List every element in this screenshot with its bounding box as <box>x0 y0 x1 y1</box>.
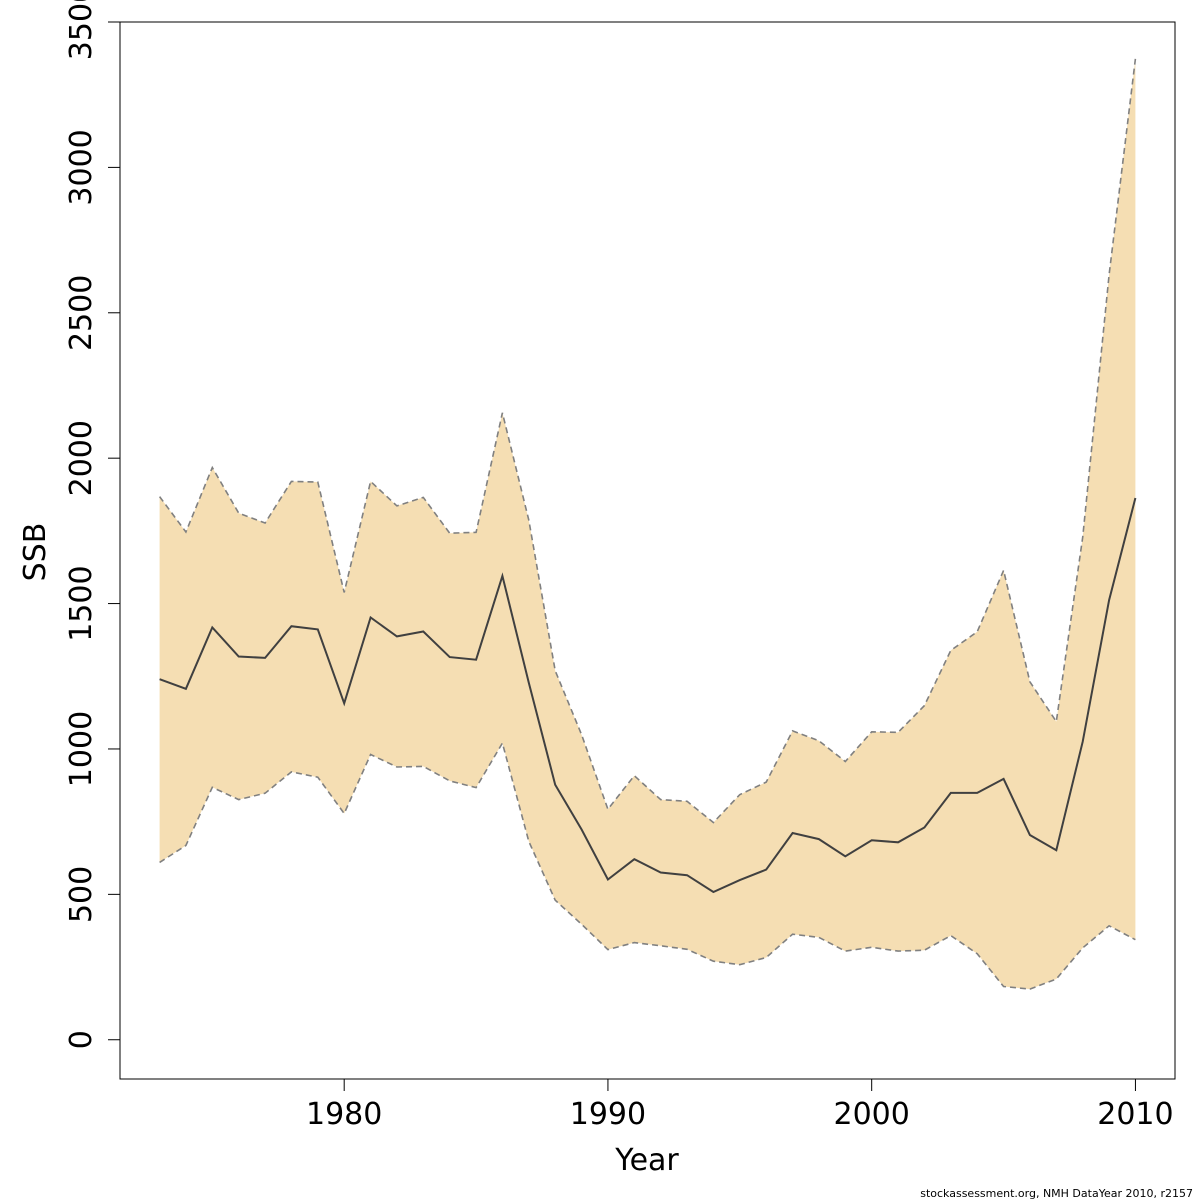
credit-text: stockassessment.org, NMH DataYear 2010, … <box>920 1187 1193 1200</box>
y-tick-label: 1000 <box>64 711 99 787</box>
y-tick-label: 2500 <box>64 275 99 351</box>
y-tick-label: 500 <box>64 866 99 923</box>
confidence-band <box>159 58 1136 990</box>
lower-bound-line <box>159 741 1136 990</box>
x-tick-label: 1980 <box>306 1097 382 1132</box>
y-tick-label: 3000 <box>64 129 99 205</box>
y-tick-label: 1500 <box>64 565 99 641</box>
y-axis-title: SSB <box>18 523 53 582</box>
upper-bound-line <box>158 58 1137 824</box>
y-tick-label: 0 <box>64 1030 99 1049</box>
x-axis-title: Year <box>614 1143 679 1178</box>
x-axis: 1980 1990 2000 2010 <box>306 1079 1174 1132</box>
y-axis: 0 500 1000 1500 2000 2500 3000 3500 <box>64 0 120 1049</box>
y-tick-label: 3500 <box>64 0 99 60</box>
x-tick-label: 2000 <box>834 1097 910 1132</box>
ssb-estimate-line <box>159 497 1137 894</box>
y-tick-label: 2000 <box>64 420 99 496</box>
plot-frame <box>119 21 1176 1080</box>
x-tick-label: 2010 <box>1097 1097 1173 1132</box>
plot-area <box>158 58 1137 990</box>
x-tick-label: 1990 <box>570 1097 646 1132</box>
